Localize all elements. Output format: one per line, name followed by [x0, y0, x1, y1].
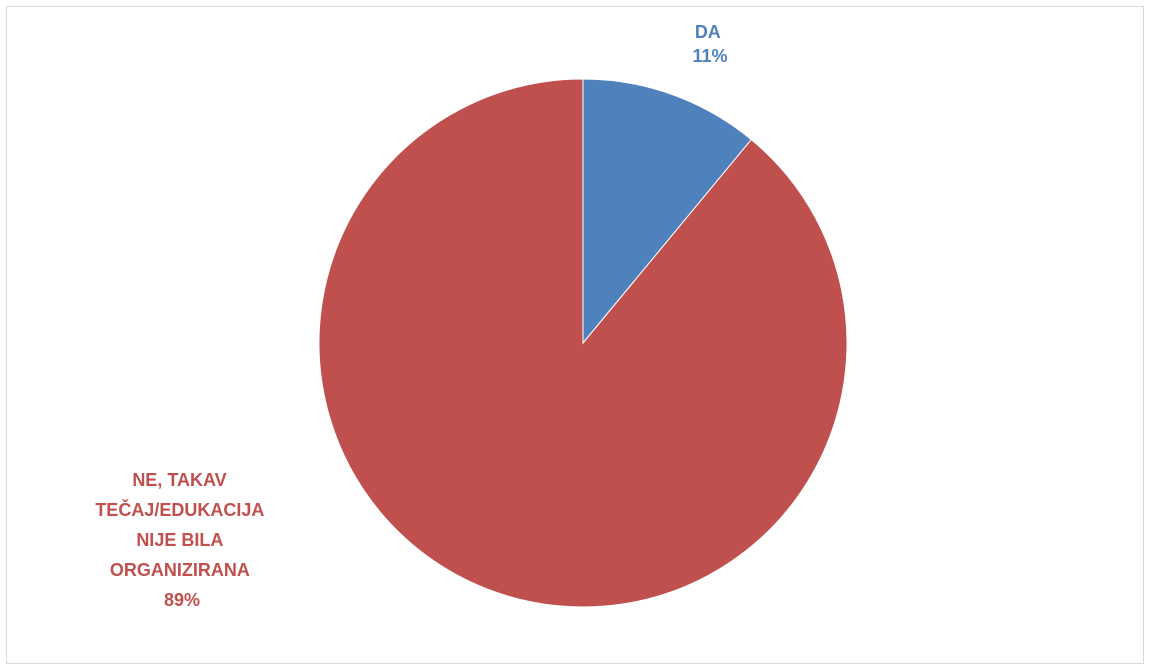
slice-label-ne-pct: 89%: [164, 590, 200, 610]
slice-label-ne: NE, TAKAV TEČAJ/EDUKACIJA NIJE BILA ORGA…: [95, 470, 268, 610]
slice-label-ne-line-3: NIJE BILA: [136, 530, 223, 550]
slice-label-ne-line-4: ORGANIZIRANA: [110, 560, 250, 580]
slice-label-ne-line-2: TEČAJ/EDUKACIJA: [95, 499, 264, 520]
pie-slice-ne: [318, 78, 848, 608]
slice-label-da-pct: 11%: [692, 46, 727, 66]
slice-label-da-name: DA: [695, 22, 721, 42]
slice-label-da: DA 11%: [692, 22, 727, 66]
pie-slice-da: [582, 78, 752, 345]
slice-label-ne-line-1: NE, TAKAV: [132, 470, 226, 490]
